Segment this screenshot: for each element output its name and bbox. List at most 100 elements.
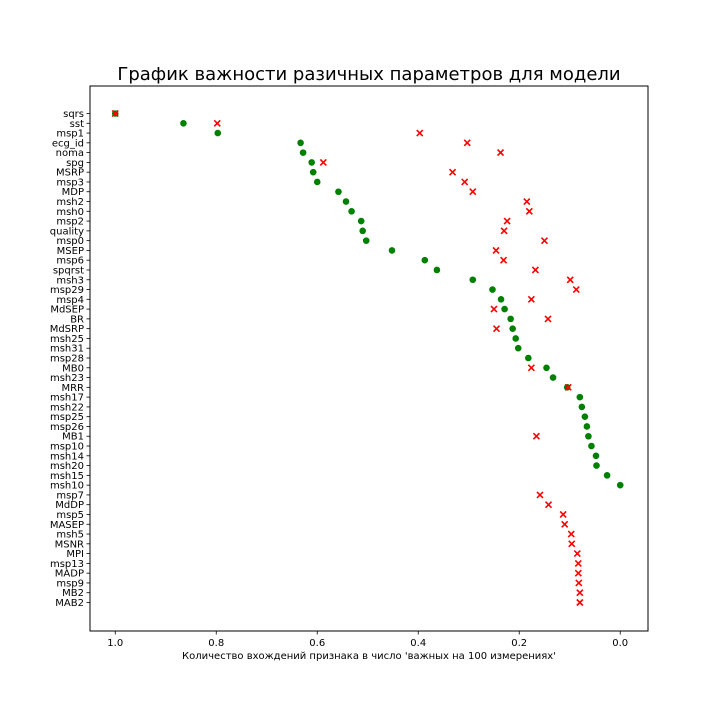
y-tick-label: msp13 <box>50 559 84 570</box>
data-point-x <box>561 520 569 528</box>
y-tick-label: msp5 <box>56 510 84 521</box>
y-tick-label: msh17 <box>50 393 84 404</box>
data-point-circle <box>335 188 342 196</box>
y-tick-label: msp9 <box>56 578 84 589</box>
y-tick-label: MAB2 <box>55 598 84 609</box>
data-point-circle <box>388 247 396 254</box>
data-point-circle <box>497 296 505 303</box>
data-point-x <box>572 285 580 294</box>
data-point-circle <box>543 364 550 372</box>
x-tick-label: 0.2 <box>511 638 527 649</box>
y-tick-label: MSNR <box>55 539 84 550</box>
data-point-circle <box>603 472 611 479</box>
data-point-x <box>492 246 500 254</box>
y-tick-label: noma <box>56 148 84 159</box>
y-tick-label: MDP <box>62 187 84 198</box>
y-tick-label: MB1 <box>62 432 84 443</box>
y-tick-label: MdSRP <box>50 324 84 335</box>
data-point-x <box>536 491 544 499</box>
y-tick-label: msh22 <box>50 402 84 413</box>
data-point-x <box>559 510 567 519</box>
data-point-x <box>576 598 584 607</box>
data-point-x <box>574 569 582 577</box>
data-point-circle <box>357 217 365 225</box>
data-point-x <box>492 325 501 333</box>
y-tick-label: MADP <box>55 569 84 580</box>
data-point-x <box>564 383 572 391</box>
data-point-circle <box>359 227 366 235</box>
data-point-x <box>461 178 469 186</box>
y-tick-label: msh31 <box>50 344 84 355</box>
y-tick-label: MASEP <box>50 520 84 531</box>
data-point-x <box>416 129 424 137</box>
y-tick-label: msh25 <box>50 334 84 345</box>
data-point-x <box>213 119 221 127</box>
data-point-x <box>503 217 511 225</box>
data-point-circle <box>214 129 222 137</box>
chart-title: График важности разичных параметров для … <box>117 64 620 85</box>
y-tick-label: msp4 <box>56 295 84 306</box>
x-tick-label: 0.0 <box>612 638 628 649</box>
data-point-x <box>111 109 119 118</box>
y-tick-label: MRR <box>61 383 84 394</box>
data-point-circle <box>509 325 516 332</box>
y-tick-label: MPI <box>66 549 84 560</box>
data-point-circle <box>469 276 477 284</box>
data-point-x <box>544 315 552 323</box>
data-point-circle <box>362 237 370 244</box>
y-tick-label: msh15 <box>50 471 84 482</box>
data-point-circle <box>593 462 600 469</box>
data-point-x <box>576 589 584 597</box>
data-point-circle <box>576 393 584 401</box>
x-tick-label: 0.6 <box>309 638 325 649</box>
y-tick-label: msp25 <box>50 412 84 423</box>
y-axis: sqrssstmsp1ecg_idnomaspgMSRPmsp3MDPmsh2m… <box>50 109 90 609</box>
data-point-circle <box>342 198 350 205</box>
y-tick-label: msp7 <box>56 490 84 501</box>
y-tick-label: MdSEP <box>50 305 84 316</box>
data-point-circle <box>514 344 522 352</box>
data-point-circle <box>180 119 187 127</box>
y-tick-label: msp28 <box>50 354 84 365</box>
y-tick-label: msh14 <box>50 451 84 462</box>
x-axis: 1.0 0.8 0.6 0.4 0.2 0.0 <box>107 631 628 649</box>
data-point-x <box>544 501 553 509</box>
data-point-x <box>463 139 471 147</box>
data-point-circle <box>299 149 307 156</box>
data-point-circle <box>433 266 441 274</box>
data-point-circle <box>583 423 591 430</box>
data-point-x <box>527 295 535 303</box>
data-point-circle <box>501 305 508 313</box>
y-tick-label: msp6 <box>56 256 84 267</box>
data-point-x <box>568 540 576 548</box>
data-point-circle <box>578 403 586 411</box>
y-tick-label: MSEP <box>57 246 84 257</box>
y-tick-label: msh5 <box>56 530 84 541</box>
data-point-circle <box>616 481 624 489</box>
x-tick-label: 1.0 <box>107 638 123 649</box>
x-axis-label: Количество вхождений признака в число 'в… <box>182 651 556 662</box>
y-tick-label: MB0 <box>62 363 84 374</box>
data-point-circle <box>313 178 321 186</box>
data-point-x <box>531 266 539 274</box>
data-point-x <box>523 197 531 206</box>
y-tick-label: MB2 <box>62 588 84 599</box>
y-tick-label: spg <box>66 158 84 169</box>
data-point-x <box>575 579 583 587</box>
data-point-x <box>500 256 508 264</box>
data-point-circle <box>512 335 519 342</box>
data-point-x <box>469 188 477 196</box>
data-point-circle <box>489 286 496 293</box>
data-point-circle <box>309 168 317 176</box>
data-point-circle <box>525 354 532 362</box>
data-point-circle <box>297 139 304 147</box>
y-tick-label: quality <box>50 226 84 237</box>
data-point-x <box>567 530 575 538</box>
data-point-x <box>540 237 549 245</box>
data-point-circle <box>592 452 600 460</box>
data-point-x <box>319 158 327 166</box>
y-tick-label: msh10 <box>50 481 84 492</box>
data-points <box>111 109 624 607</box>
y-tick-label: msp10 <box>50 442 84 453</box>
